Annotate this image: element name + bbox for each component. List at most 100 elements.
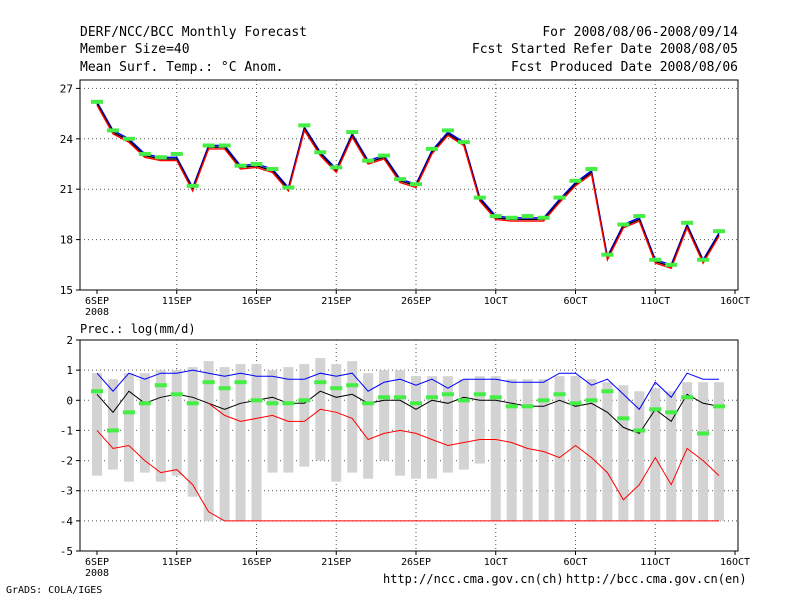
marker-point — [202, 380, 215, 385]
x-tick-label: 26SEP — [401, 557, 431, 568]
marker-point — [91, 389, 103, 394]
marker-point — [601, 252, 614, 257]
spread-bar — [714, 382, 725, 521]
panel-title-precip: Prec.: log(mm/d) — [80, 322, 196, 336]
marker-point — [457, 140, 470, 145]
y-tick-label: 0 — [66, 394, 73, 407]
marker-point — [394, 177, 407, 182]
x-tick-label: 16SEP — [241, 557, 271, 568]
y-tick-label: -1 — [60, 424, 73, 437]
series-line-mean — [96, 390, 720, 435]
x-tick-label: 26SEP — [401, 296, 431, 307]
x-year-label: 2008 — [85, 307, 109, 318]
marker-point — [697, 257, 710, 262]
y-tick-label: -4 — [60, 515, 74, 528]
marker-point — [473, 195, 486, 200]
spread-bar — [251, 364, 262, 521]
marker-point — [266, 167, 279, 172]
marker-point — [234, 380, 247, 385]
marker-point — [713, 404, 726, 409]
spread-bar — [363, 373, 374, 479]
marker-point — [266, 401, 279, 406]
marker-point — [410, 182, 422, 187]
marker-point — [537, 398, 550, 403]
marker-point — [106, 128, 119, 133]
spread-bar — [570, 376, 581, 521]
x-tick-label: 21SEP — [321, 296, 351, 307]
marker-point — [234, 163, 247, 168]
series-line-upper — [96, 369, 719, 411]
spread-bar — [299, 364, 310, 467]
x-tick-label: 1OCT — [484, 557, 508, 568]
x-tick-label: 1OCT — [484, 296, 508, 307]
marker-point — [410, 401, 422, 406]
marker-point — [138, 151, 151, 156]
marker-point — [218, 386, 231, 391]
marker-point — [569, 178, 582, 183]
spread-bar — [474, 376, 485, 464]
marker-point — [553, 392, 566, 397]
member-size: Member Size=40 — [80, 42, 190, 57]
marker-point — [489, 395, 502, 400]
marker-point — [585, 167, 598, 172]
marker-point — [298, 398, 311, 403]
marker-point — [282, 401, 295, 406]
marker-point — [362, 401, 375, 406]
marker-point — [665, 410, 678, 415]
x-tick-label: 16SEP — [241, 296, 271, 307]
bcc-url[interactable]: http://bcc.cma.gov.cn(en) — [566, 572, 747, 586]
marker-point — [425, 146, 438, 151]
spread-bar — [411, 376, 421, 479]
y-tick-label: 27 — [60, 82, 73, 95]
x-tick-label: 6SEP — [85, 296, 109, 307]
marker-point — [298, 123, 311, 128]
y-tick-label: -5 — [60, 545, 73, 558]
spread-bar — [442, 376, 453, 473]
marker-point — [585, 398, 598, 403]
spread-bar — [235, 364, 246, 521]
marker-point — [346, 130, 359, 135]
marker-point — [378, 153, 391, 158]
series-line-lower — [96, 430, 719, 522]
spread-bar — [650, 388, 661, 521]
marker-point — [202, 143, 215, 148]
spread-bar — [554, 376, 565, 521]
spread-bar — [203, 361, 214, 521]
marker-point — [505, 404, 518, 409]
spread-bar — [107, 379, 118, 470]
x-year-label: 2008 — [85, 568, 109, 579]
spread-bar — [618, 385, 629, 521]
spread-bar — [219, 367, 230, 521]
spread-bar — [506, 379, 517, 521]
marker-point — [425, 395, 438, 400]
spread-bar — [379, 370, 390, 461]
marker-point — [473, 392, 486, 397]
spread-bar — [187, 367, 198, 497]
spread-bar — [155, 370, 166, 482]
ncc-url[interactable]: http://ncc.cma.gov.cn(ch) — [383, 572, 564, 586]
marker-point — [649, 407, 662, 412]
x-tick-label: 21SEP — [321, 557, 351, 568]
x-tick-label: 6OCT — [563, 557, 587, 568]
marker-point — [122, 410, 135, 415]
plot-frame — [79, 339, 739, 552]
spread-bar — [347, 361, 358, 473]
marker-point — [537, 215, 550, 220]
x-tick-label: 16OCT — [720, 296, 750, 307]
spread-bar — [682, 382, 693, 521]
marker-point — [394, 395, 407, 400]
marker-point — [681, 220, 694, 225]
x-tick-label: 6SEP — [85, 557, 109, 568]
y-tick-label: -3 — [60, 485, 73, 498]
marker-point — [314, 150, 327, 155]
marker-point — [91, 99, 103, 104]
x-tick-label: 6OCT — [563, 296, 587, 307]
marker-point — [250, 398, 263, 403]
marker-point — [330, 165, 343, 170]
y-tick-label: 15 — [60, 284, 73, 297]
marker-point — [330, 386, 343, 391]
y-tick-label: 18 — [60, 234, 73, 247]
spread-bar — [331, 364, 342, 482]
marker-point — [681, 395, 694, 400]
marker-point — [154, 155, 167, 160]
